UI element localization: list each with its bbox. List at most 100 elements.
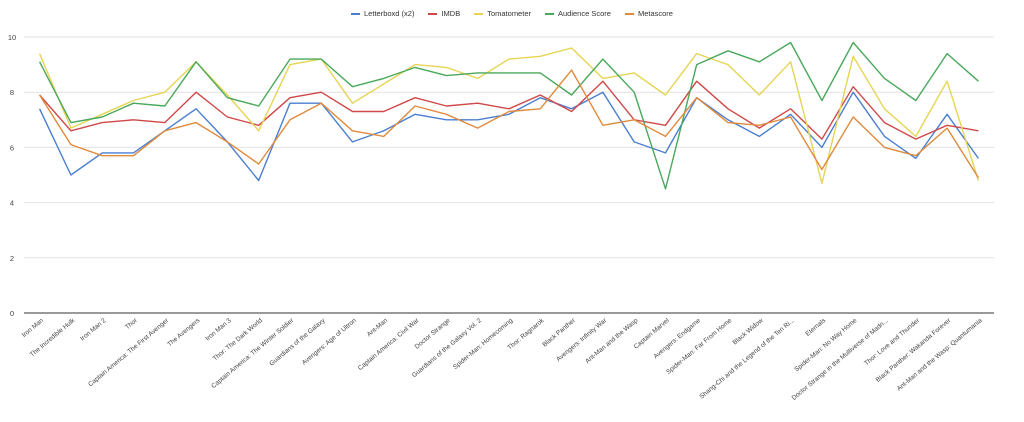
data-point xyxy=(915,99,917,101)
data-point xyxy=(758,124,760,126)
legend-swatch xyxy=(351,12,361,15)
data-point xyxy=(915,138,917,140)
data-point xyxy=(915,135,917,137)
data-point xyxy=(289,58,291,60)
data-point xyxy=(477,119,479,121)
data-point xyxy=(758,135,760,137)
x-tick-label: Thor: Love and Thunder xyxy=(863,317,921,368)
legend-item[interactable]: IMDB xyxy=(428,9,460,18)
data-point xyxy=(789,113,791,115)
data-point xyxy=(226,116,228,118)
data-point xyxy=(383,135,385,137)
data-point xyxy=(727,50,729,52)
data-point xyxy=(821,146,823,148)
data-point xyxy=(257,163,259,165)
x-tick-label: Iron Man 2 xyxy=(79,317,108,343)
x-tick-label: Captain America: Civil War xyxy=(357,317,421,372)
data-point xyxy=(477,127,479,129)
data-point xyxy=(289,102,291,104)
data-point xyxy=(977,177,979,179)
legend-item[interactable]: Metascore xyxy=(624,9,673,18)
data-point xyxy=(101,152,103,154)
data-point xyxy=(445,119,447,121)
data-point xyxy=(883,108,885,110)
data-point xyxy=(195,121,197,123)
data-point xyxy=(414,66,416,68)
data-point xyxy=(101,121,103,123)
legend-label: Letterboxd (x2) xyxy=(364,9,415,18)
x-tick-label: Ant-Man and the Wasp xyxy=(584,317,640,365)
data-point xyxy=(351,85,353,87)
data-point xyxy=(602,124,604,126)
x-tick-label: The Avengers xyxy=(166,317,202,349)
x-tick-label: Iron Man 3 xyxy=(204,317,233,343)
data-point xyxy=(539,55,541,57)
data-point xyxy=(727,119,729,121)
data-point xyxy=(664,94,666,96)
data-point xyxy=(789,116,791,118)
legend-swatch xyxy=(545,12,554,15)
data-point xyxy=(289,119,291,121)
legend-label: Tomatometer xyxy=(487,9,531,18)
data-point xyxy=(101,113,103,115)
data-point xyxy=(195,108,197,110)
data-point xyxy=(195,91,197,93)
data-point xyxy=(101,154,103,156)
data-point xyxy=(132,102,134,104)
data-point xyxy=(70,121,72,123)
data-point xyxy=(101,116,103,118)
y-tick-label: 0 xyxy=(10,309,14,318)
data-point xyxy=(38,108,40,110)
data-point xyxy=(257,130,259,132)
x-tick-label: Spider-Man: Homecoming xyxy=(452,317,515,371)
data-point xyxy=(38,61,40,63)
data-point xyxy=(664,135,666,137)
data-point xyxy=(946,127,948,129)
x-tick-label: Black Widow xyxy=(732,317,765,346)
data-point xyxy=(852,85,854,87)
data-point xyxy=(351,110,353,112)
series-line xyxy=(38,91,979,182)
legend-item[interactable]: Tomatometer xyxy=(474,9,531,18)
data-point xyxy=(946,124,948,126)
data-point xyxy=(696,52,698,54)
data-point xyxy=(570,108,572,110)
legend-swatch xyxy=(428,12,438,15)
data-point xyxy=(508,58,510,60)
data-point xyxy=(38,94,40,96)
data-point xyxy=(477,72,479,74)
legend-label: Metascore xyxy=(637,9,673,18)
data-point xyxy=(289,97,291,99)
data-point xyxy=(445,113,447,115)
series-line xyxy=(39,69,979,179)
data-point xyxy=(946,80,948,82)
data-point xyxy=(727,108,729,110)
x-tick-label: Thor xyxy=(124,317,139,331)
data-point xyxy=(758,127,760,129)
data-point xyxy=(257,179,259,181)
legend-swatch xyxy=(474,12,484,15)
legend-item[interactable]: Audience Score xyxy=(545,9,611,18)
data-point xyxy=(320,102,322,104)
data-point xyxy=(414,105,416,107)
data-point xyxy=(195,61,197,63)
data-point xyxy=(602,80,604,82)
data-point xyxy=(383,130,385,132)
data-point xyxy=(508,113,510,115)
data-point xyxy=(570,94,572,96)
data-point xyxy=(758,61,760,63)
data-point xyxy=(132,152,134,154)
legend-item[interactable]: Letterboxd (x2) xyxy=(351,9,414,18)
series-line xyxy=(39,80,979,140)
data-point xyxy=(633,119,635,121)
data-point xyxy=(289,63,291,65)
data-point xyxy=(539,72,541,74)
data-point xyxy=(351,102,353,104)
data-point xyxy=(977,80,979,82)
data-point xyxy=(70,127,72,129)
y-tick-label: 10 xyxy=(8,33,16,42)
data-point xyxy=(758,94,760,96)
data-point xyxy=(539,108,541,110)
data-point xyxy=(664,152,666,154)
